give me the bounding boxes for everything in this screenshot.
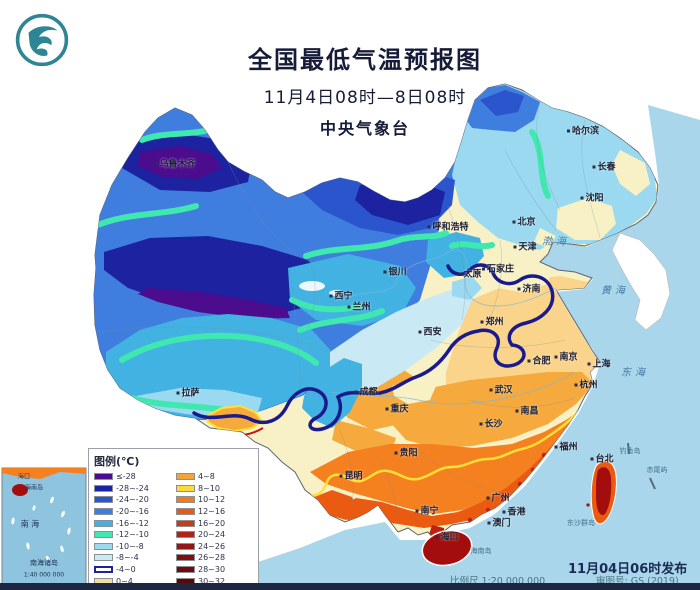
taiwan-island [586,442,656,525]
legend-row: -16~-12 [94,517,171,529]
legend-row: 20~24 [176,529,253,541]
agency-name: 中央气象台 [319,119,410,138]
legend-swatch [94,484,113,492]
rivers [331,249,575,405]
legend-row: 24~26 [176,541,253,553]
legend-row: -10~-8 [94,541,171,553]
korea-landmass [611,232,671,331]
legend-range-label: 4~8 [198,472,215,482]
sea-area [258,105,700,583]
hainan-island [421,529,473,567]
legend-row: 12~16 [176,506,253,518]
inset-label: 南 海 [20,519,40,529]
legend-swatch [94,496,113,504]
legend-swatch [176,508,195,516]
legend-box: 图例(℃) ≤-28 -28~-24 -24~-20 -20~-16 [88,448,259,588]
legend-range-label: -16~-12 [116,518,149,528]
legend-range-label: ≤-28 [116,472,136,482]
legend-range-label: 28~30 [198,565,226,575]
map-title: 全国最低气温预报图 [248,46,482,74]
legend-swatch [94,554,113,562]
map-scale: 比例尺 1:20 000 000 [450,576,546,587]
legend-row: 16~20 [176,517,253,529]
warm-line [284,405,584,505]
legend-range-label: 16~20 [198,518,226,528]
legend-row: 4~8 [176,471,253,483]
temperature-zones [94,84,657,541]
legend-range-label: 30~32 [198,576,226,586]
bottom-bar [0,583,700,590]
legend-swatch [94,566,113,574]
inset-label: 海口 [17,473,31,481]
legend-swatch [94,473,113,481]
inset-map [1,467,87,587]
legend-row: 8~10 [176,483,253,495]
cma-logo [14,12,70,68]
legend-range-label: 10~12 [198,495,226,505]
legend-swatch [176,554,195,562]
title-block: 全国最低气温预报图 11月4日08时—8日08时 中央气象台 [30,40,700,139]
legend-row: 26~28 [176,552,253,564]
legend-row: -28~-24 [94,483,171,495]
legend-row: -8~-4 [94,552,171,564]
legend-range-label: 0~4 [116,576,133,586]
legend-range-label: -20~-16 [116,507,149,517]
legend-title: 图例(℃) [94,455,140,468]
legend-range-label: 8~10 [198,483,220,493]
legend-range-label: -8~-4 [116,553,139,563]
legend-range-label: -12~-10 [116,530,149,540]
province-borders [95,101,601,521]
forecast-period: 11月4日08时—8日08时 [263,88,467,108]
legend-swatch [176,531,195,539]
legend-range-label: -28~-24 [116,483,149,493]
legend-swatch [94,531,113,539]
legend-swatch [176,519,195,527]
legend-row: 10~12 [176,494,253,506]
inset-label: 海南岛 [24,484,44,492]
legend-swatch [176,484,195,492]
legend-swatch [94,519,113,527]
legend-range-label: -4~0 [116,565,136,575]
legend-row: ≤-28 [94,471,171,483]
legend-column-cold: ≤-28 -28~-24 -24~-20 -20~-16 -16~-12 [94,471,171,587]
legend-swatch [176,473,195,481]
legend-swatch [176,542,195,550]
legend-range-label: -10~-8 [116,541,144,551]
legend-range-label: 24~26 [198,541,226,551]
inset-label: 1:40 000 000 [23,571,65,579]
legend-swatch [176,566,195,574]
legend-range-label: 12~16 [198,507,226,517]
legend-row: -24~-20 [94,494,171,506]
legend-range-label: 26~28 [198,553,226,563]
legend-swatch [94,542,113,550]
legend-row: -4~0 [94,564,171,576]
legend-row: -12~-10 [94,529,171,541]
legend-range-label: -24~-20 [116,495,149,505]
legend-swatch [176,496,195,504]
legend-row: -20~-16 [94,506,171,518]
legend-range-label: 20~24 [198,530,226,540]
freezing-line [192,263,555,432]
legend-swatch [94,508,113,516]
inset-label: 南海诸岛 [30,559,58,567]
approval-number: 审图号: GS (2019) 3082号 [596,576,679,587]
cma-logo-icon [15,13,69,67]
legend-column-warm: 4~8 8~10 10~12 12~16 16~20 [176,471,253,587]
legend-row: 28~30 [176,564,253,576]
publish-time: 11月04日06时发布 [568,562,688,577]
